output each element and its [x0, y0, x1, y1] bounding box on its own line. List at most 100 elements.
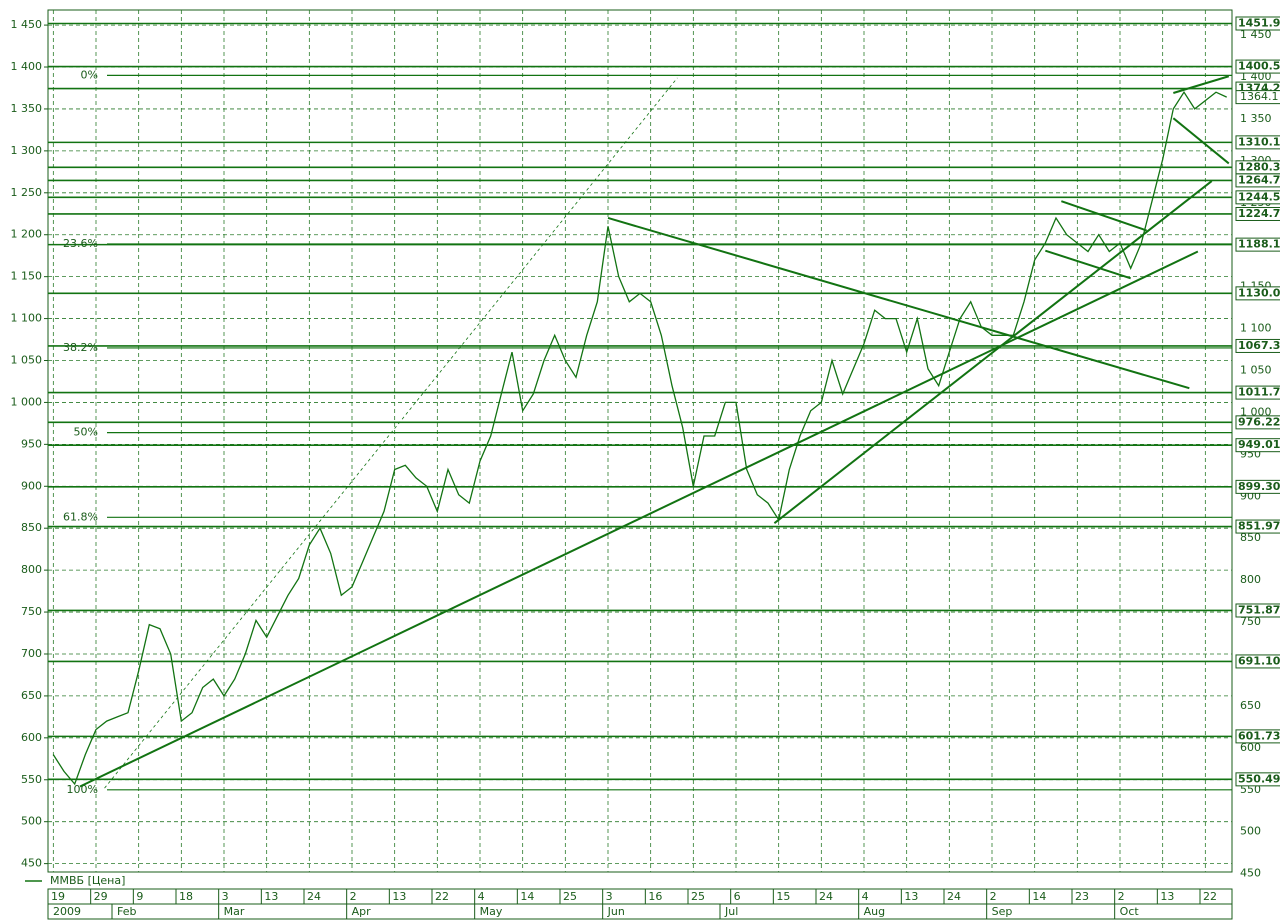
- level-label: 550.492: [1238, 772, 1280, 785]
- x-tick-label: 2: [990, 890, 997, 903]
- month-label: May: [480, 905, 503, 918]
- x-tick-label: 25: [563, 890, 577, 903]
- fib-label: 50%: [74, 426, 98, 439]
- x-tick-label: 16: [648, 890, 662, 903]
- level-label-box: [1235, 16, 1280, 31]
- y-tick-label: 750: [21, 605, 42, 618]
- x-tick-label: 22: [435, 890, 449, 903]
- x-tick-label: 19: [51, 890, 65, 903]
- y-tick-label: 1 050: [11, 354, 43, 367]
- x-tick-label: 13: [392, 890, 406, 903]
- fib-label: 0%: [81, 68, 98, 81]
- y-tick-label: 550: [21, 773, 42, 786]
- level-label: 1310.14: [1238, 135, 1280, 148]
- y2-tick-label: 750: [1240, 615, 1261, 628]
- x-tick-label: 14: [520, 890, 534, 903]
- level-label-box: [1235, 237, 1280, 252]
- y2-tick-label: 450: [1240, 867, 1261, 880]
- level-label: 1244.58: [1238, 190, 1280, 203]
- y-tick-label: 1 450: [11, 18, 43, 31]
- month-label: Apr: [352, 905, 372, 918]
- month-label: Sep: [992, 905, 1013, 918]
- current-label-box: [1235, 90, 1280, 105]
- level-label-box: [1235, 206, 1280, 221]
- y-tick-label: 1 100: [11, 312, 43, 325]
- level-label-box: [1235, 772, 1280, 787]
- level-label-box: [1235, 654, 1280, 669]
- y2-tick-label: 1 000: [1240, 405, 1272, 418]
- level-label: 949.010: [1238, 438, 1280, 451]
- month-label: Jul: [724, 905, 738, 918]
- month-label: Mar: [224, 905, 245, 918]
- y-tick-label: 1 400: [11, 60, 43, 73]
- x-tick-label: 6: [734, 890, 741, 903]
- trendline: [1173, 75, 1230, 94]
- y-tick-label: 850: [21, 521, 42, 534]
- y-tick-label: 1 250: [11, 186, 43, 199]
- level-label-box: [1235, 385, 1280, 400]
- fib-label: 100%: [67, 783, 98, 796]
- level-label-box: [1235, 286, 1280, 301]
- level-label: 1011.73: [1238, 386, 1280, 399]
- x-tick-label: 29: [94, 890, 108, 903]
- y2-tick-label: 1 050: [1240, 364, 1272, 377]
- y2-tick-label: 1 100: [1240, 322, 1272, 335]
- fib-label: 61.8%: [63, 510, 98, 523]
- level-label: 1130.07: [1238, 286, 1280, 299]
- y2-tick-label: 850: [1240, 531, 1261, 544]
- x-tick-label: 3: [606, 890, 613, 903]
- y-tick-label: 900: [21, 479, 42, 492]
- level-label-box: [1235, 729, 1280, 744]
- x-tick-label: 2: [350, 890, 357, 903]
- level-label: 691.102: [1238, 654, 1280, 667]
- y-tick-label: 1 350: [11, 102, 43, 115]
- y-tick-label: 1 300: [11, 144, 43, 157]
- current-label: 1364.1: [1240, 90, 1279, 103]
- level-label: 1451.90: [1238, 17, 1280, 30]
- y-tick-label: 1 150: [11, 270, 43, 283]
- x-tick-label: 24: [819, 890, 833, 903]
- level-label: 1188.19: [1238, 238, 1280, 251]
- fib-label: 38.2%: [63, 341, 98, 354]
- y-tick-label: 700: [21, 647, 42, 660]
- trendline: [607, 216, 1190, 390]
- level-label-box: [1235, 135, 1280, 150]
- month-label: Aug: [864, 905, 885, 918]
- level-label: 1067.35: [1238, 339, 1280, 352]
- x-tick-label: 4: [478, 890, 485, 903]
- level-label: 1224.74: [1238, 207, 1280, 220]
- level-label-box: [1235, 173, 1280, 188]
- y-tick-label: 600: [21, 731, 42, 744]
- dashed-trendline: [104, 77, 678, 789]
- x-tick-label: 24: [307, 890, 321, 903]
- y2-tick-label: 1 450: [1240, 28, 1272, 41]
- level-label-box: [1235, 190, 1280, 205]
- y2-tick-label: 500: [1240, 825, 1261, 838]
- legend-label: ММВБ [Цена]: [50, 874, 125, 887]
- x-tick-label: 24: [947, 890, 961, 903]
- level-label: 899.306: [1238, 480, 1280, 493]
- level-label: 751.874: [1238, 603, 1280, 616]
- price-line: [52, 90, 1227, 786]
- y-tick-label: 650: [21, 689, 42, 702]
- y-tick-label: 800: [21, 563, 42, 576]
- x-tick-label: 13: [1160, 890, 1174, 903]
- level-label-box: [1235, 603, 1280, 618]
- x-tick-label: 2: [1118, 890, 1125, 903]
- y2-tick-label: 800: [1240, 573, 1261, 586]
- level-label-box: [1235, 438, 1280, 453]
- trendline: [773, 180, 1213, 524]
- y2-tick-label: 650: [1240, 699, 1261, 712]
- x-tick-label: 13: [904, 890, 918, 903]
- x-tick-label: 9: [136, 890, 143, 903]
- plot-frame: [47, 9, 1233, 873]
- x-tick-label: 14: [1032, 890, 1046, 903]
- x-tick-label: 15: [776, 890, 790, 903]
- level-label-box: [1235, 519, 1280, 534]
- month-label: Feb: [117, 905, 136, 918]
- level-label-box: [1235, 338, 1280, 353]
- level-label: 851.970: [1238, 520, 1280, 533]
- level-label: 976.228: [1238, 415, 1280, 428]
- level-label-box: [1235, 415, 1280, 430]
